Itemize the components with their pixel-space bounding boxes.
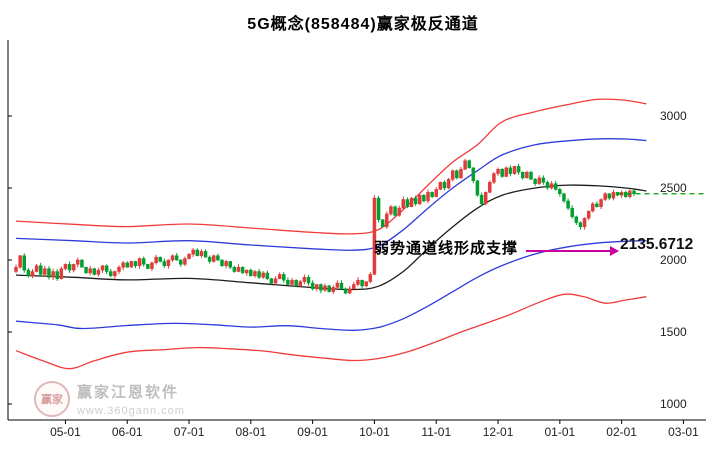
watermark: 赢家 赢家江恩软件 www.360gann.com — [34, 381, 185, 417]
svg-text:2500: 2500 — [660, 181, 687, 195]
support-arrow-icon — [526, 246, 619, 256]
svg-text:12-01: 12-01 — [483, 425, 514, 439]
channel-line-upper-outer-rail — [15, 98, 647, 235]
support-annotation-text: 弱势通道线形成支撑 — [374, 240, 519, 257]
channel-line-life-midline — [15, 184, 647, 291]
watermark-brand-text: 赢家江恩软件 — [77, 384, 180, 401]
svg-text:07-01: 07-01 — [174, 425, 205, 439]
channel-line-lower-outer-rail — [15, 293, 647, 370]
svg-text:2000: 2000 — [660, 253, 687, 267]
channel-line-upper-inner-rail — [15, 138, 647, 251]
svg-text:3000: 3000 — [660, 109, 687, 123]
svg-text:03-01: 03-01 — [668, 425, 699, 439]
support-price-label: 2135.6712 — [620, 236, 694, 253]
brand-logo-icon: 赢家 — [34, 381, 70, 417]
svg-text:08-01: 08-01 — [235, 425, 266, 439]
channel-line-lower-inner-rail — [15, 239, 647, 331]
svg-text:1000: 1000 — [660, 397, 687, 411]
svg-text:06-01: 06-01 — [112, 425, 143, 439]
svg-text:10-01: 10-01 — [359, 425, 390, 439]
chart-title: 5G概念(858484)赢家极反通道 — [247, 16, 479, 33]
svg-text:02-01: 02-01 — [606, 425, 637, 439]
svg-text:01-01: 01-01 — [544, 425, 575, 439]
svg-text:09-01: 09-01 — [297, 425, 328, 439]
svg-text:1500: 1500 — [660, 325, 687, 339]
svg-text:05-01: 05-01 — [50, 425, 81, 439]
watermark-url-text: www.360gann.com — [77, 405, 185, 417]
svg-text:11-01: 11-01 — [421, 425, 451, 439]
